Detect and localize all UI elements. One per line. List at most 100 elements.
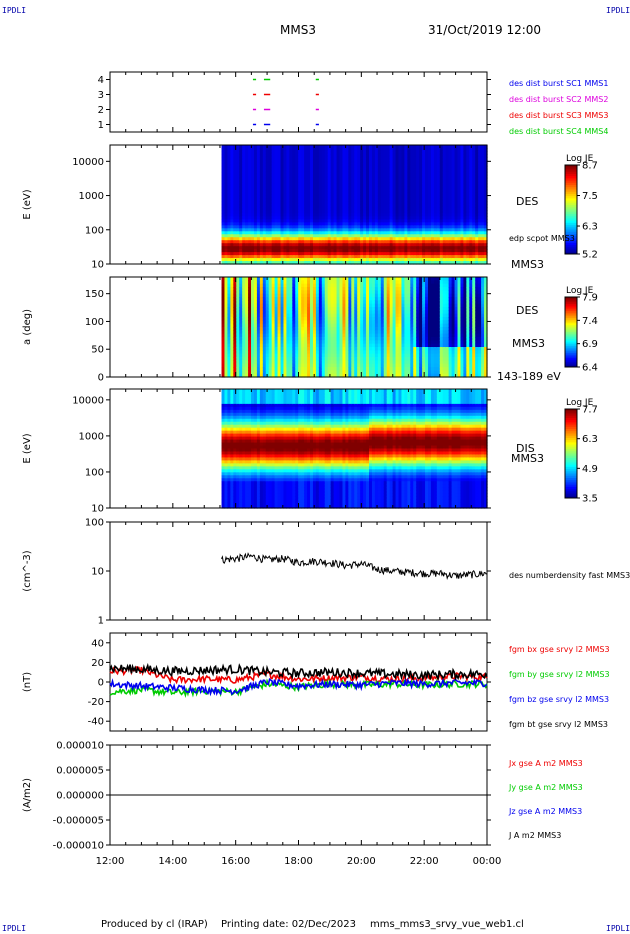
colorbar-cell: [565, 339, 577, 342]
colorbar-frame: [564, 296, 578, 368]
colorbar-cell: [565, 198, 577, 202]
colorbar-tick-label: 7.4: [582, 316, 598, 327]
colorbar-cell: [565, 298, 577, 301]
legend-entry: fgm bt gse srvy l2 MMS3: [509, 720, 608, 729]
colorbar-cell: [565, 363, 577, 366]
y-tick-label: 4: [98, 75, 104, 86]
legend-entry: fgm bx gse srvy l2 MMS3: [509, 645, 610, 654]
panel-side-label: edp scpot MMS3: [509, 234, 575, 243]
colorbar-cell: [565, 361, 577, 364]
colorbar-cell: [565, 493, 577, 497]
colorbar-cell: [565, 449, 577, 452]
colorbar-cell: [565, 323, 577, 326]
x-tick-label: 00:00: [473, 856, 502, 867]
colorbar-cell: [565, 491, 577, 495]
colorbar-cell: [565, 307, 577, 310]
colorbar-cell: [565, 482, 577, 486]
colorbar-cell: [565, 347, 577, 350]
y-tick-label: 0.000010: [56, 741, 104, 752]
colorbar-cell: [565, 173, 577, 177]
panel-side-label: DIS: [516, 442, 535, 455]
y-tick-label: 50: [91, 345, 104, 356]
colorbar-cell: [565, 240, 577, 244]
colorbar-cell: [565, 318, 577, 321]
y-tick-label: -40: [88, 717, 104, 728]
colorbar-tick-label: 6.3: [582, 222, 598, 233]
colorbar-cell: [565, 305, 577, 308]
y-tick-label: 0.000000: [56, 791, 104, 802]
y-tick-label: -0.000010: [53, 841, 104, 852]
colorbar-cell: [565, 189, 577, 193]
y-tick-label: 1000: [79, 431, 104, 442]
colorbar-tick-label: 6.3: [582, 434, 598, 445]
panel-frame-0: [109, 71, 488, 133]
colorbar-cell: [565, 312, 577, 315]
x-tick-label: 18:00: [284, 856, 313, 867]
y-tick-label: 1: [98, 616, 104, 627]
colorbar-cell: [565, 335, 577, 338]
colorbar-frame: [564, 408, 578, 499]
y-tick-label: 100: [85, 317, 104, 328]
colorbar-cell: [565, 455, 577, 459]
legend-entry: J A m2 MMS3: [508, 831, 561, 840]
series-line: [221, 552, 488, 580]
colorbar-cell: [565, 300, 577, 303]
series-line: [109, 677, 488, 697]
y-tick-label: 10: [91, 567, 104, 578]
colorbar-cell: [565, 311, 577, 314]
y-tick-label: 40: [91, 638, 104, 649]
colorbar-title: Log JE: [566, 286, 594, 296]
colorbar-tick-label: 5.2: [582, 250, 598, 261]
spacecraft-title: MMS3: [280, 23, 316, 37]
date-title: 31/Oct/2019 12:00: [428, 23, 542, 37]
colorbar-cell: [565, 236, 577, 239]
legend-entry: fgm by gse srvy l2 MMS3: [509, 670, 610, 679]
colorbar-cell: [565, 473, 577, 477]
colorbar-title: Log JE: [566, 398, 594, 408]
colorbar-cell: [565, 460, 577, 463]
colorbar-tick-label: 7.5: [582, 191, 598, 202]
corner-mark-bottom-right: IPDLI: [606, 924, 630, 933]
colorbar-cell: [565, 453, 577, 457]
colorbar-cell: [565, 216, 577, 219]
colorbar-cell: [565, 302, 577, 305]
colorbar-cell: [565, 484, 577, 488]
colorbar-cell: [565, 431, 577, 434]
colorbar-cell: [565, 245, 577, 248]
colorbar-cell: [565, 349, 577, 352]
x-tick-label: 14:00: [158, 856, 187, 867]
colorbar-cell: [565, 196, 577, 199]
colorbar-cell: [565, 426, 577, 430]
corner-mark-top-left: IPDLI: [2, 6, 27, 15]
colorbar-cell: [565, 437, 577, 441]
x-tick-label: 12:00: [96, 856, 125, 867]
y-axis-label: (A/m2): [22, 778, 33, 812]
colorbar-cell: [565, 475, 577, 479]
colorbar-cell: [565, 328, 577, 331]
panel-side-label: DES: [516, 304, 538, 317]
colorbar-cell: [565, 171, 577, 175]
colorbar-cell: [565, 495, 577, 499]
colorbar-cell: [565, 191, 577, 195]
colorbar-cell: [565, 249, 577, 253]
y-tick-label: 100: [85, 467, 104, 478]
colorbar-cell: [565, 351, 577, 354]
colorbar-cell: [565, 193, 577, 197]
colorbar-cell: [565, 251, 577, 255]
legend-entry: des numberdensity fast MMS3: [509, 571, 630, 580]
x-tick-label: 16:00: [221, 856, 250, 867]
colorbar-cell: [565, 211, 577, 215]
colorbar-cell: [565, 165, 577, 168]
y-tick-label: 100: [85, 225, 104, 236]
colorbar-tick-label: 6.9: [582, 339, 598, 350]
legend-entry: Jz gse A m2 MMS3: [508, 807, 582, 816]
colorbar-cell: [565, 409, 577, 412]
panel-frame-4: [109, 521, 488, 621]
colorbar-cell: [565, 346, 577, 349]
panel-side-label: 143-189 eV: [497, 370, 561, 383]
colorbar-cell: [565, 227, 577, 231]
colorbar-cell: [565, 326, 577, 329]
colorbar-cell: [565, 360, 577, 363]
colorbar-tick-label: 8.7: [582, 161, 598, 172]
